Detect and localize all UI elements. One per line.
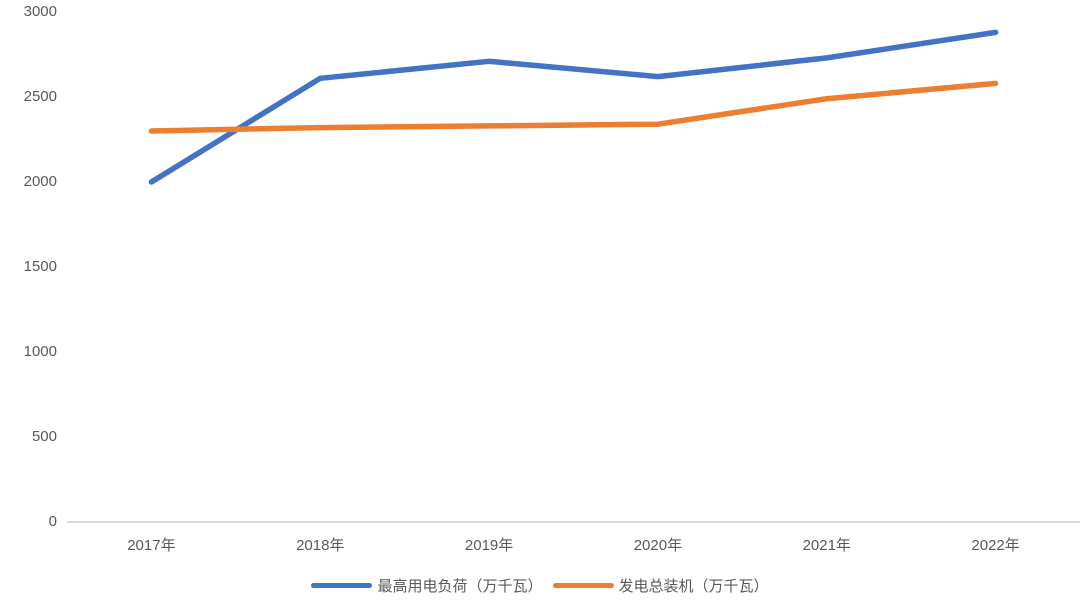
legend-label: 发电总装机（万千瓦） <box>618 578 769 595</box>
x-tick-label: 2021年 <box>802 537 851 554</box>
x-tick-label: 2020年 <box>633 537 683 554</box>
y-tick-label: 2000 <box>23 173 57 190</box>
legend-label: 最高用电负荷（万千瓦） <box>377 578 543 595</box>
legend-line-swatch-blue <box>311 583 373 588</box>
y-tick-label: 0 <box>48 513 57 530</box>
y-tick-label: 3000 <box>23 3 57 20</box>
x-tick-label: 2017年 <box>127 537 176 554</box>
x-tick-label: 2022年 <box>971 537 1020 554</box>
x-tick-label: 2019年 <box>464 537 514 554</box>
series-line-1 <box>148 80 999 134</box>
legend: 最高用电负荷（万千瓦） 发电总装机（万千瓦） <box>0 575 1080 596</box>
series-line-0 <box>148 29 999 185</box>
legend-item-series-0: 最高用电负荷（万千瓦） <box>311 575 543 596</box>
y-tick-label: 500 <box>31 428 57 445</box>
y-tick-label: 1500 <box>23 258 57 275</box>
y-tick-label: 1000 <box>23 343 57 360</box>
x-tick-label: 2018年 <box>296 537 345 554</box>
legend-item-series-1: 发电总装机（万千瓦） <box>552 575 769 596</box>
legend-line-swatch-orange <box>552 583 614 588</box>
y-tick-label: 2500 <box>23 88 57 105</box>
